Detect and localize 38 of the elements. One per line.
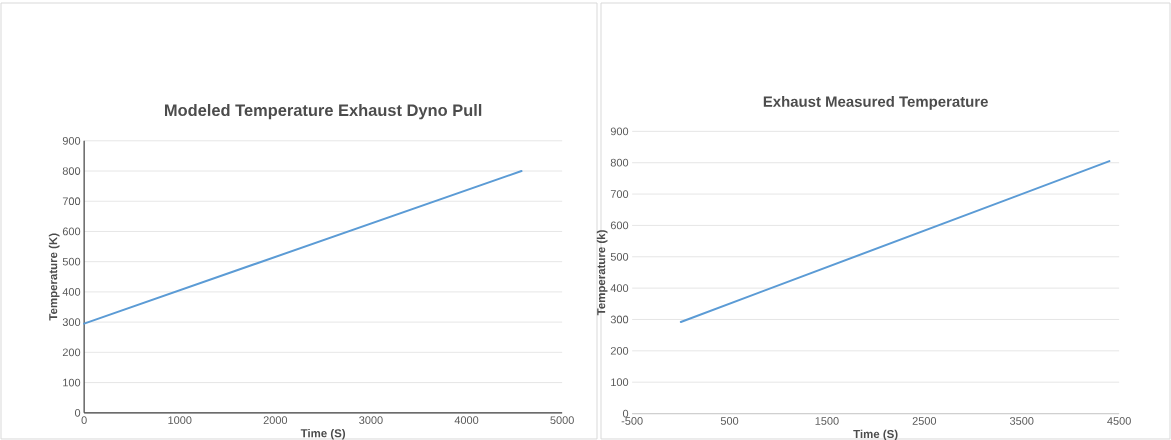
- x-tick-label: 2000: [263, 416, 288, 425]
- y-tick-label: 300: [62, 318, 81, 326]
- x-tick-label: 1000: [168, 416, 192, 425]
- y-tick-label: 100: [611, 378, 629, 387]
- y-tick-label: 100: [63, 378, 81, 387]
- y-tick-label: 700: [610, 190, 629, 198]
- chart-title: Exhaust Measured Temperature: [763, 95, 988, 110]
- x-tick-label: 0: [81, 416, 87, 425]
- y-tick-label: 200: [610, 346, 629, 355]
- y-tick-label: 0: [74, 408, 81, 417]
- y-tick-label: 0: [622, 409, 629, 418]
- y-axis-title: Temperature (K): [48, 233, 60, 321]
- x-axis-title: Time (S): [853, 429, 898, 440]
- y-tick-label: 300: [610, 315, 629, 324]
- y-tick-label: 200: [62, 348, 81, 357]
- y-tick-label: 500: [610, 252, 629, 261]
- y-tick-label: 900: [610, 127, 629, 136]
- x-tick-label: 5000: [550, 416, 574, 425]
- y-axis-title: Temperature (k): [596, 230, 608, 316]
- y-tick-label: 500: [62, 257, 81, 266]
- y-tick-label: 600: [62, 227, 81, 236]
- x-tick-label: 4500: [1107, 417, 1131, 425]
- x-tick-label: 3500: [1009, 417, 1034, 425]
- y-tick-label: 800: [610, 158, 629, 167]
- y-tick-label: 400: [610, 284, 629, 293]
- x-tick-label: 1500: [815, 417, 839, 425]
- y-tick-label: 700: [62, 197, 81, 206]
- x-axis-title: Time (S): [300, 428, 346, 440]
- y-tick-label: 600: [610, 221, 629, 230]
- x-tick-label: 4000: [454, 416, 479, 425]
- y-tick-label: 400: [62, 288, 81, 296]
- x-tick-label: 500: [720, 417, 739, 425]
- y-tick-label: 900: [62, 136, 81, 145]
- x-tick-label: -500: [621, 417, 643, 425]
- x-tick-label: 3000: [359, 416, 383, 425]
- y-tick-label: 800: [62, 167, 81, 175]
- x-tick-label: 2500: [912, 417, 937, 425]
- chart-title: Modeled Temperature Exhaust Dyno Pull: [164, 103, 482, 120]
